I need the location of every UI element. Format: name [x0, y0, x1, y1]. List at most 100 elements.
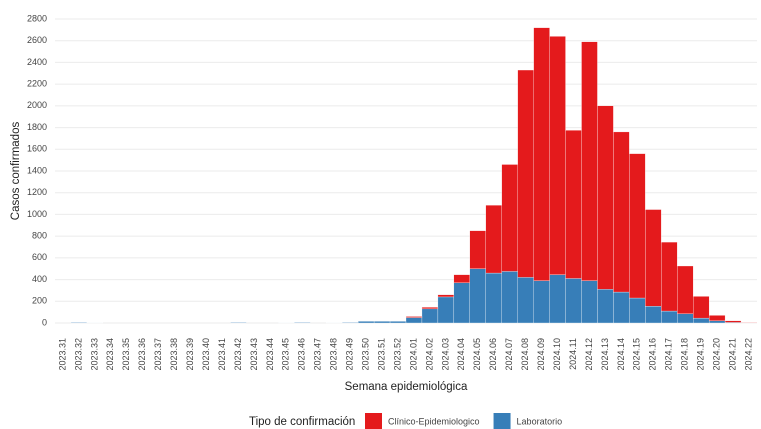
y-tick-label: 0 — [42, 317, 47, 327]
bar-segment — [230, 322, 247, 324]
y-tick-label: 800 — [32, 231, 47, 241]
x-tick-label: 2024.17 — [664, 338, 674, 371]
y-tick-label: 400 — [32, 274, 47, 284]
bar-segment — [661, 241, 678, 312]
bar-segment — [437, 294, 455, 298]
x-tick-label: 2023.43 — [249, 338, 259, 371]
bar-segment — [645, 209, 662, 307]
x-tick-label: 2023.48 — [329, 338, 339, 371]
y-tick-label: 1200 — [27, 187, 47, 197]
legend-label: Laboratorio — [517, 416, 563, 426]
bar-segment — [485, 272, 502, 324]
bar-segment — [437, 296, 455, 324]
x-tick-label: 2024.07 — [504, 338, 514, 371]
x-tick-label: 2023.44 — [265, 338, 275, 371]
x-tick-label: 2023.33 — [89, 338, 99, 371]
bar-segment — [342, 322, 359, 324]
y-tick-label: 1600 — [27, 144, 47, 154]
x-tick-label: 2023.49 — [345, 338, 355, 371]
bar-segment — [661, 310, 678, 324]
x-tick-label: 2023.34 — [105, 338, 115, 371]
x-tick-label: 2023.38 — [169, 338, 179, 371]
x-tick-label: 2024.14 — [616, 338, 626, 371]
bar-segment — [405, 317, 423, 324]
y-axis-title: Casos confirmados — [10, 122, 22, 221]
x-tick-label: 2024.18 — [680, 338, 690, 371]
bar-segment — [565, 130, 582, 279]
x-tick-label: 2024.12 — [584, 338, 594, 371]
x-tick-label: 2024.21 — [727, 338, 737, 371]
bar-segment — [597, 289, 614, 324]
x-tick-label: 2024.16 — [648, 338, 658, 371]
y-tick-label: 200 — [32, 296, 47, 306]
x-tick-label: 2024.22 — [743, 338, 753, 371]
bar-segment — [517, 69, 534, 278]
bar-segment — [421, 308, 439, 324]
bar-segment — [501, 164, 518, 272]
x-tick-label: 2024.01 — [408, 338, 418, 371]
bar-segment — [389, 321, 407, 324]
bar-segment — [677, 313, 694, 324]
bar-segment — [613, 131, 630, 293]
x-tick-label: 2023.50 — [360, 338, 370, 371]
bar-segment — [581, 280, 598, 324]
bar-segment — [405, 316, 423, 318]
bar-segment — [693, 296, 710, 319]
legend-swatch — [493, 413, 511, 429]
y-tick-label: 2800 — [27, 13, 47, 23]
x-tick-label: 2023.41 — [217, 338, 227, 371]
x-tick-label: 2023.45 — [281, 338, 291, 371]
bar-segment — [693, 317, 710, 324]
y-tick-label: 2600 — [27, 35, 47, 45]
bar-segment — [533, 280, 550, 324]
x-tick-label: 2024.05 — [472, 338, 482, 371]
bar-segment — [357, 321, 375, 324]
x-tick-label: 2023.40 — [201, 338, 211, 371]
bar-segment — [613, 291, 630, 324]
y-tick-label: 2000 — [27, 100, 47, 110]
bar-segment — [373, 321, 391, 324]
bar-segment — [453, 282, 470, 324]
x-tick-label: 2023.36 — [137, 338, 147, 371]
bar-segment — [629, 297, 646, 324]
x-tick-label: 2023.46 — [297, 338, 307, 371]
bar-segment — [597, 105, 614, 290]
y-tick-label: 2400 — [27, 57, 47, 67]
bar-segment — [485, 205, 502, 274]
x-tick-label: 2024.06 — [488, 338, 498, 371]
x-tick-label: 2023.47 — [313, 338, 323, 371]
bar-segment — [453, 274, 470, 283]
bar-segment — [708, 315, 726, 321]
x-tick-label: 2024.19 — [696, 338, 706, 371]
bar-segment — [581, 41, 598, 281]
x-tick-label: 2023.37 — [153, 338, 163, 371]
bar-segment — [501, 271, 518, 324]
x-axis-title: Semana epidemiológica — [345, 381, 468, 393]
x-tick-label: 2023.35 — [121, 338, 131, 371]
bar-segment — [469, 268, 486, 324]
x-tick-label: 2024.09 — [536, 338, 546, 371]
x-tick-label: 2024.02 — [424, 338, 434, 371]
bar-segment — [70, 322, 88, 324]
x-tick-label: 2024.10 — [552, 338, 562, 371]
x-tick-label: 2023.39 — [185, 338, 195, 371]
x-tick-label: 2024.11 — [568, 338, 578, 370]
bar-segment — [549, 36, 566, 275]
y-tick-label: 1000 — [27, 209, 47, 219]
x-tick-label: 2023.52 — [392, 338, 402, 371]
bar-segment — [549, 274, 566, 324]
legend-swatch — [365, 413, 382, 429]
bar-segment — [294, 322, 311, 324]
x-tick-label: 2024.08 — [520, 338, 530, 371]
legend-title: Tipo de confirmación — [249, 416, 355, 428]
x-tick-label: 2023.32 — [73, 338, 83, 371]
bar-segment — [677, 265, 694, 314]
x-tick-label: 2024.13 — [600, 338, 610, 371]
x-tick-label: 2023.51 — [376, 338, 386, 371]
legend-label: Clínico-Epidemiologico — [388, 416, 480, 426]
x-tick-label: 2024.04 — [456, 338, 466, 371]
bar-segment — [533, 27, 550, 281]
bar-segment — [708, 320, 726, 324]
bar-segment — [469, 230, 486, 269]
